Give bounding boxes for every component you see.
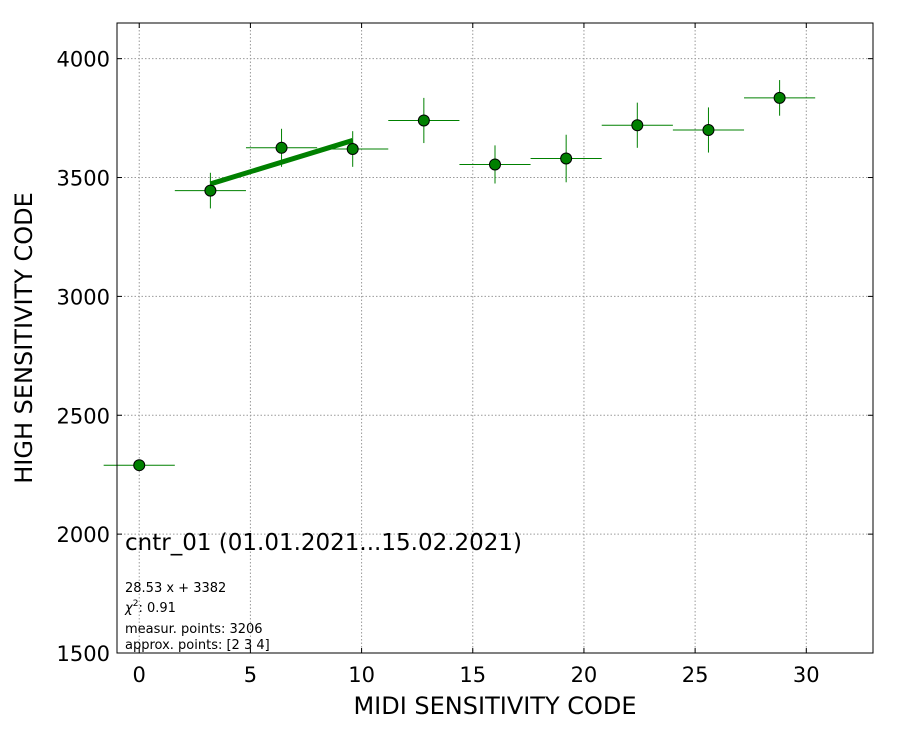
y-tick-label: 3000 (57, 285, 110, 309)
point-marker (560, 152, 573, 165)
chart-title: cntr_01 (01.01.2021...15.02.2021) (125, 530, 522, 556)
point-marker (631, 119, 644, 132)
data-point (174, 172, 246, 209)
chi-symbol: χ (124, 601, 134, 616)
point-marker (702, 123, 715, 136)
x-tick-label: 0 (133, 663, 146, 687)
data-point (245, 128, 318, 167)
chi-square: χ2: 0.91 (124, 599, 176, 616)
data-point (388, 97, 460, 144)
x-tick-label: 30 (793, 663, 820, 687)
x-tick-label: 5 (244, 663, 257, 687)
x-tick-label: 15 (459, 663, 486, 687)
data-point (317, 131, 389, 167)
x-tick-label: 25 (682, 663, 709, 687)
fit-equation: 28.53 x + 3382 (125, 581, 226, 596)
data-point (530, 134, 602, 183)
plot-background (117, 23, 873, 653)
y-tick-label: 2000 (57, 523, 110, 547)
axis-ticks: 0 5 10 15 20 25 30 1500 2000 2500 3000 3500 4000 (57, 23, 873, 687)
data-point (459, 145, 531, 184)
y-tick-label: 4000 (57, 48, 110, 72)
data-points (103, 80, 816, 472)
plot-frame (116, 22, 874, 654)
point-marker (489, 158, 501, 171)
y-tick-label: 2500 (57, 404, 110, 428)
chi-superscript: 2 (133, 599, 139, 609)
x-tick-label: 10 (348, 663, 375, 687)
data-point (672, 107, 745, 153)
data-point (103, 459, 175, 472)
data-point (744, 80, 816, 116)
y-tick-label: 1500 (57, 642, 110, 666)
measured-points: measur. points: 3206 (125, 622, 263, 637)
y-axis-label: HIGH SENSITIVITY CODE (10, 192, 38, 484)
approx-points: approx. points: [2 3 4] (125, 638, 270, 653)
point-marker (773, 91, 786, 104)
point-marker (417, 114, 430, 127)
point-marker (275, 141, 288, 154)
x-tick-label: 20 (571, 663, 598, 687)
x-axis-label: MIDI SENSITIVITY CODE (353, 692, 636, 720)
point-marker (204, 184, 217, 197)
chi-value: : 0.91 (138, 601, 175, 616)
point-marker (346, 143, 359, 155)
y-tick-label: 3500 (57, 167, 110, 191)
data-point (601, 102, 673, 148)
point-marker (133, 459, 146, 472)
grid (117, 23, 873, 654)
